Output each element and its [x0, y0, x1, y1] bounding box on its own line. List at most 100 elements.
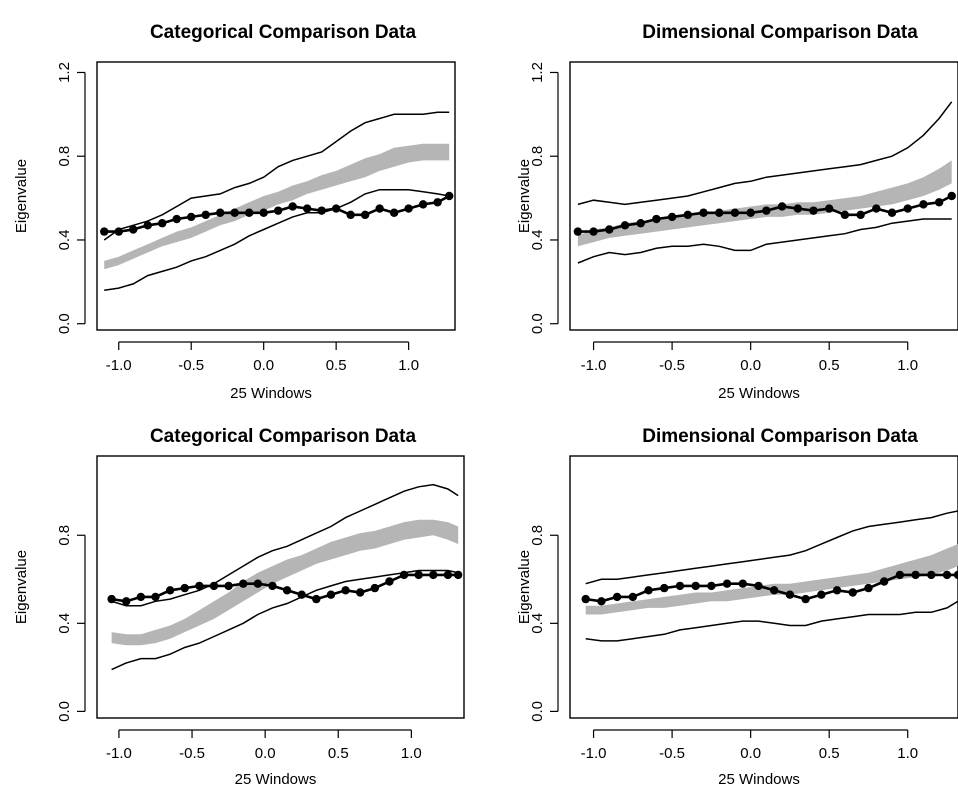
observed-point: [801, 594, 810, 604]
observed-point: [691, 581, 700, 591]
observed-point: [443, 570, 453, 580]
x-tick-label: -1.0: [581, 745, 607, 762]
x-tick-label: 0.5: [328, 745, 349, 762]
plot-frame: [96, 61, 456, 331]
observed-point: [331, 204, 341, 213]
observed-point: [418, 200, 428, 209]
plot-frame: [96, 455, 465, 719]
observed-point: [151, 592, 160, 602]
observed-point: [326, 590, 336, 599]
observed-point: [312, 594, 321, 604]
observed-point: [848, 588, 857, 597]
observed-point: [903, 204, 912, 213]
x-tick-label: -0.5: [659, 745, 685, 762]
observed-point: [628, 592, 638, 602]
x-tick-label: 0.0: [740, 745, 761, 762]
y-tick-label: 0.4: [529, 613, 546, 634]
observed-point: [919, 200, 928, 209]
observed-point: [699, 208, 708, 217]
observed-point: [887, 208, 897, 217]
y-axis-label: Eigenvalue: [13, 550, 30, 624]
observed-point: [100, 227, 109, 236]
observed-point: [453, 570, 463, 580]
y-tick-label: 0.0: [529, 701, 546, 722]
observed-point: [244, 208, 254, 217]
observed-point: [738, 579, 747, 588]
upper-bound-line: [111, 483, 459, 607]
x-tick-label: -1.0: [581, 357, 607, 374]
observed-point: [644, 586, 653, 595]
y-tick-label: 0.4: [56, 613, 73, 634]
observed-point: [856, 210, 865, 220]
observed-point: [224, 581, 233, 591]
observed-point: [114, 227, 123, 236]
observed-point: [346, 210, 355, 220]
observed-point: [268, 581, 277, 591]
observed-point: [429, 570, 438, 580]
confidence-band: [111, 519, 459, 646]
observed-point: [832, 586, 842, 595]
observed-point: [589, 227, 598, 236]
observed-point: [375, 204, 384, 213]
x-tick-label: 1.0: [897, 357, 918, 374]
observed-point: [762, 206, 771, 215]
plot-area: [107, 483, 463, 671]
y-tick-label: 0.4: [56, 230, 73, 251]
observed-point: [433, 198, 442, 207]
x-tick-label: 0.0: [740, 357, 761, 374]
observed-point: [414, 570, 423, 580]
lower-bound-line: [111, 569, 459, 671]
observed-point: [770, 586, 779, 595]
x-tick-label: 1.0: [897, 745, 918, 762]
confidence-band: [577, 160, 952, 247]
observed-point: [605, 225, 614, 234]
plot-frame: [569, 455, 958, 719]
observed-point: [612, 592, 622, 602]
chart-title: Categorical Comparison Data: [150, 22, 416, 43]
y-tick-label: 0.8: [529, 146, 546, 167]
y-tick-label: 1.2: [529, 62, 546, 83]
y-tick-label: 0.0: [529, 313, 546, 334]
observed-point: [143, 221, 152, 230]
x-tick-label: -1.0: [106, 745, 132, 762]
observed-point: [660, 583, 669, 593]
observed-point: [581, 594, 590, 604]
observed-point: [136, 592, 146, 602]
observed-point: [754, 581, 763, 591]
observed-point: [652, 214, 661, 224]
y-tick-label: 0.0: [56, 701, 73, 722]
observed-point: [597, 597, 606, 606]
observed-point: [793, 204, 802, 213]
observed-point: [707, 581, 716, 591]
observed-point: [129, 225, 138, 234]
x-axis-label: 25 Windows: [718, 771, 800, 788]
observed-point: [201, 210, 210, 220]
observed-point: [840, 210, 850, 220]
x-axis-label: 25 Windows: [235, 771, 317, 788]
observed-point: [122, 597, 131, 606]
observed-point: [282, 586, 292, 595]
x-tick-label: 0.0: [253, 357, 274, 374]
observed-point: [360, 210, 370, 220]
y-axis-label: Eigenvalue: [516, 550, 533, 624]
observed-point: [399, 570, 409, 580]
observed-point: [341, 586, 350, 595]
x-tick-label: 1.0: [401, 745, 422, 762]
panel-3: Categorical Comparison Data -1.0 -0.5 0.0 0.…: [13, 426, 465, 788]
y-axis-label: Eigenvalue: [516, 159, 533, 233]
x-axis-label: 25 Windows: [718, 385, 800, 402]
plot-area: [573, 101, 956, 264]
x-tick-label: 1.0: [398, 357, 419, 374]
observed-point: [864, 583, 873, 593]
observed-point: [934, 198, 944, 207]
observed-point: [872, 204, 881, 213]
observed-point: [317, 206, 326, 215]
observed-point: [715, 208, 724, 217]
x-axis-label: 25 Windows: [230, 385, 312, 402]
observed-point: [620, 221, 630, 230]
x-tick-label: -0.5: [659, 357, 685, 374]
observed-point: [895, 570, 905, 580]
y-tick-label: 0.8: [56, 146, 73, 167]
y-tick-label: 0.8: [529, 525, 546, 546]
observed-point: [722, 579, 732, 588]
